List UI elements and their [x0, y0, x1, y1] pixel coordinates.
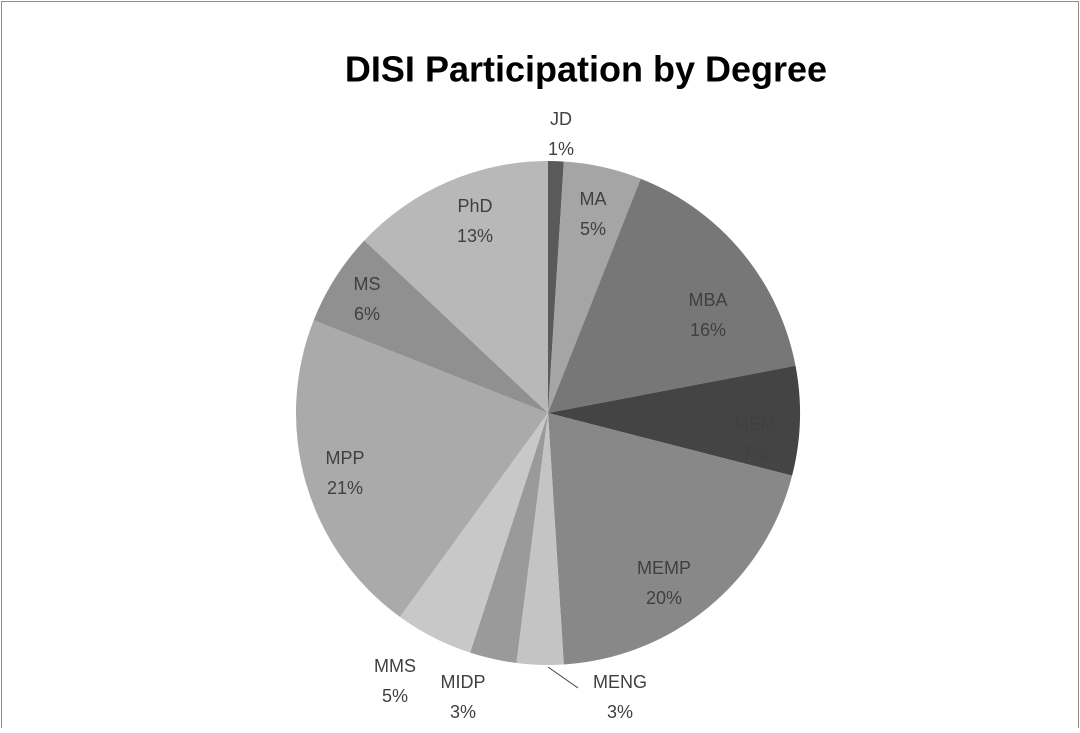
pie-slice	[548, 161, 564, 413]
slice-value-label: 3%	[450, 702, 476, 722]
slice-value-label: 1%	[548, 139, 574, 159]
slice-value-label: 5%	[382, 686, 408, 706]
pie-slice	[296, 320, 548, 617]
slice-value-label: 16%	[690, 320, 726, 340]
slice-label: MBA	[688, 290, 727, 310]
pie-slice	[364, 161, 548, 413]
pie-slice	[470, 413, 548, 664]
pie-slice	[548, 161, 641, 413]
pie-slice	[516, 413, 564, 665]
slice-value-label: 20%	[646, 588, 682, 608]
slice-label: PhD	[457, 196, 492, 216]
pie-slice	[548, 178, 796, 413]
slice-label: MIDP	[441, 672, 486, 692]
slice-label: JD	[550, 109, 572, 129]
chart-title: DISI Participation by Degree	[345, 49, 827, 90]
slice-value-label: 7%	[742, 444, 768, 464]
slice-label: MEMP	[637, 558, 691, 578]
pie-slice	[399, 413, 548, 653]
slice-value-label: 6%	[354, 304, 380, 324]
slice-label: MENG	[593, 672, 647, 692]
slice-value-label: 21%	[327, 478, 363, 498]
pie-slice	[548, 413, 793, 665]
slice-value-label: 5%	[580, 219, 606, 239]
leader-line	[547, 666, 579, 689]
slice-label: MEM	[734, 414, 776, 434]
pie-slice	[548, 365, 801, 476]
slice-label: MPP	[325, 448, 364, 468]
slice-label: MMS	[374, 656, 416, 676]
slice-value-label: 3%	[607, 702, 633, 722]
pie	[296, 161, 801, 665]
slice-label: MS	[354, 274, 381, 294]
slice-value-label: 13%	[457, 226, 493, 246]
slice-label: MA	[580, 189, 607, 209]
pie-slice	[313, 240, 548, 413]
